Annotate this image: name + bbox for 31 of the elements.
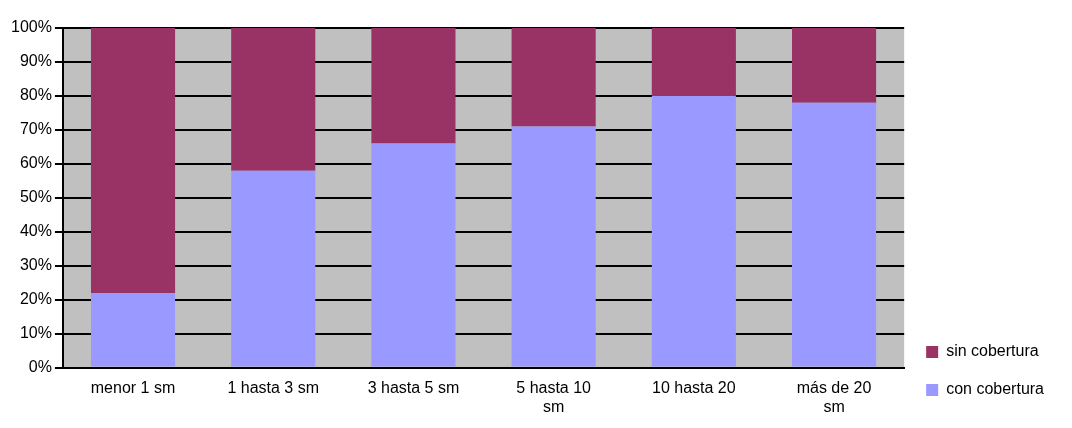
bar [651, 95, 736, 367]
y-tick-label: 90% [19, 52, 52, 70]
bar [511, 28, 596, 127]
y-tick-label: 50% [19, 188, 52, 206]
y-tick-label: 20% [19, 290, 52, 308]
bar [371, 143, 456, 367]
bar [792, 102, 877, 367]
bar [792, 28, 877, 103]
bar [90, 292, 176, 367]
x-tick-label: 5 hasta 10 sm [516, 378, 592, 415]
x-tick-label: más de 20 sm [796, 378, 872, 415]
bar [511, 126, 596, 367]
x-tick-label: 10 hasta 20 [652, 378, 736, 396]
y-tick-label: 70% [19, 120, 52, 138]
bar [231, 28, 316, 171]
bar [90, 28, 176, 293]
y-tick-label: 30% [19, 256, 52, 274]
legend-label: sin cobertura [946, 342, 1039, 360]
y-tick-label: 0% [28, 358, 52, 376]
bar [651, 28, 736, 96]
y-tick-label: 10% [19, 324, 52, 342]
legend-label: con cobertura [946, 380, 1045, 398]
y-tick-label: 100% [11, 18, 52, 36]
y-tick-label: 40% [19, 222, 52, 240]
x-tick-label: menor 1 sm [90, 378, 176, 396]
x-tick-label: 1 hasta 3 sm [227, 378, 320, 396]
bar [371, 28, 456, 144]
x-tick-label: 3 hasta 5 sm [367, 378, 460, 396]
y-tick-label: 80% [19, 86, 52, 104]
y-tick-label: 60% [19, 154, 52, 172]
bar [231, 170, 316, 367]
